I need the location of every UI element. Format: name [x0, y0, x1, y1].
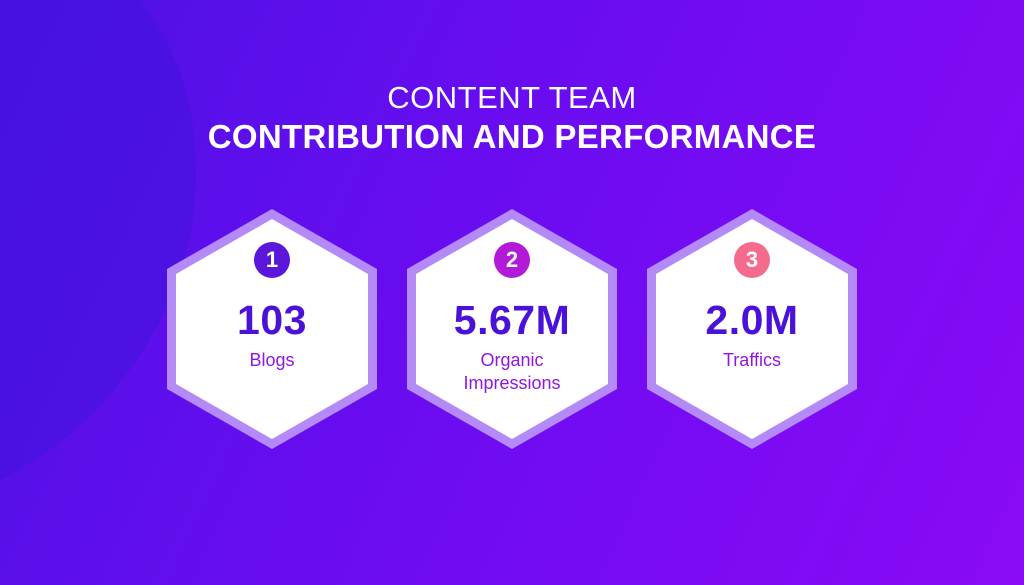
stat-value: 5.67M [453, 297, 571, 343]
hexagon-shape [407, 209, 617, 449]
stat-label: Organic Impressions [463, 350, 561, 393]
stat-label: Traffics [722, 350, 781, 370]
title-line-2: CONTRIBUTION AND PERFORMANCE [207, 118, 817, 155]
stat-card-3: 3 2.0M Traffics [647, 209, 857, 449]
stat-card-1: 1 103 Blogs [167, 209, 377, 449]
number-badge: 3 [734, 242, 770, 278]
hexagon-shape [647, 209, 857, 449]
hexagon-shape [167, 209, 377, 449]
number-badge: 2 [494, 242, 530, 278]
stat-value: 2.0M [705, 297, 799, 343]
title-line-1: CONTENT TEAM [387, 80, 637, 115]
stat-card-2: 2 5.67M Organic Impressions [407, 209, 617, 449]
number-badge: 1 [254, 242, 290, 278]
stat-label: Blogs [249, 350, 295, 370]
stat-value: 103 [237, 297, 307, 343]
